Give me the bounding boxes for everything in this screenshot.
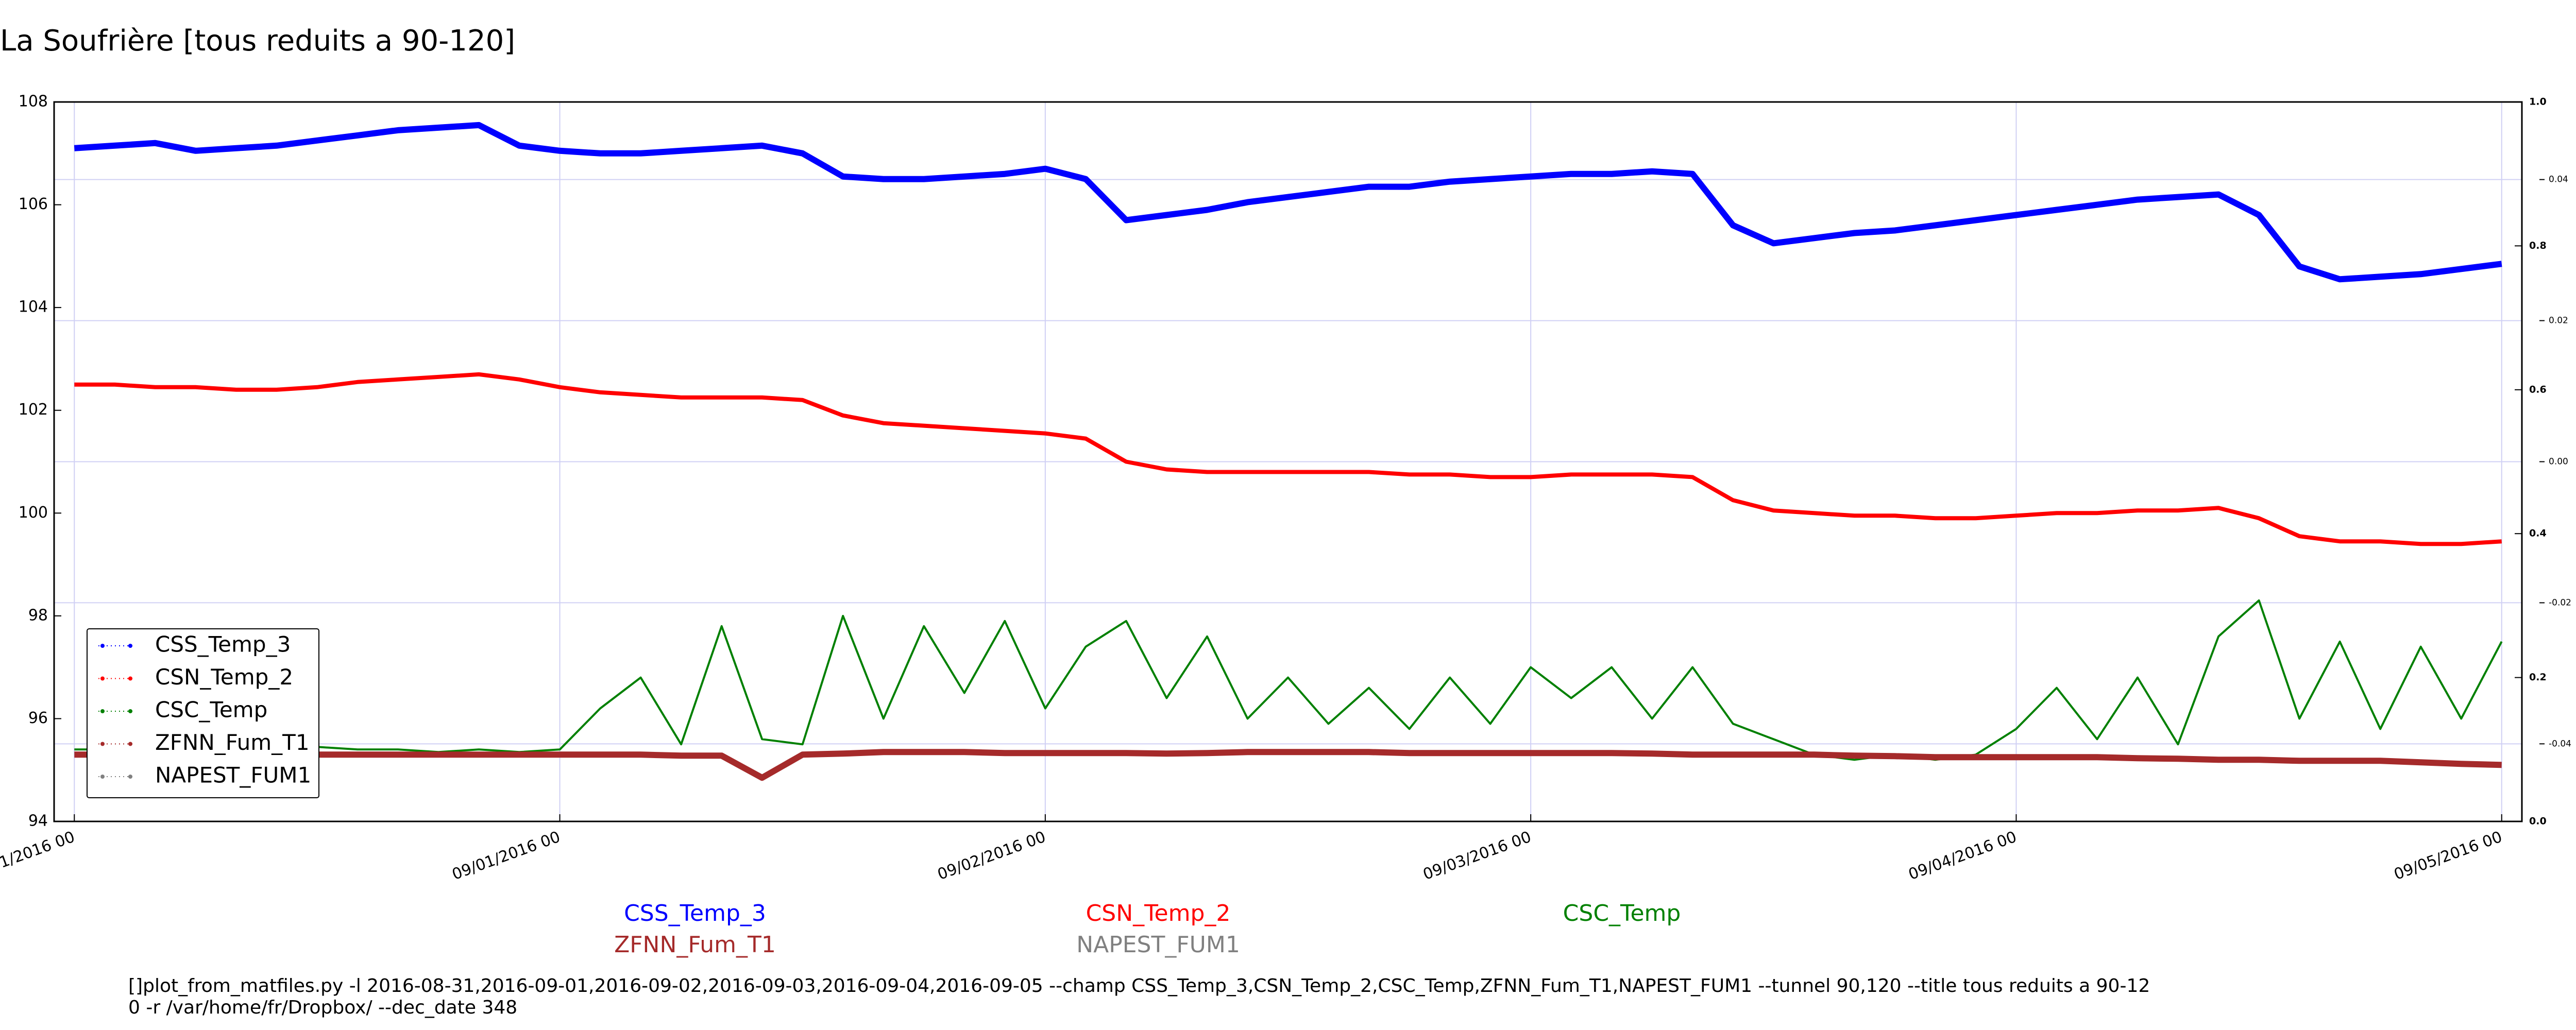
y3-tick-label: -0.04 <box>2549 739 2571 749</box>
y2-tick-label: 0.6 <box>2529 384 2547 395</box>
series-line <box>74 372 2502 546</box>
y-tick-label: 94 <box>28 812 48 830</box>
command-line: 0 -r /var/home/fr/Dropbox/ --dec_date 34… <box>128 997 517 1018</box>
series-name: NAPEST_FUM1 <box>1076 932 1240 958</box>
series-line <box>74 749 2502 781</box>
legend-marker <box>128 676 132 681</box>
y-tick-label: 100 <box>19 504 48 522</box>
legend-label: CSC_Temp <box>155 697 267 723</box>
chart-title: La Soufrière [tous reduits a 90-120] <box>0 24 515 58</box>
series-name: CSS_Temp_3 <box>624 900 766 926</box>
y3-tick-label: 0.02 <box>2549 316 2568 326</box>
legend-label: CSS_Temp_3 <box>155 632 291 657</box>
legend-marker <box>128 742 132 746</box>
y2-tick-label: 0.0 <box>2529 816 2547 827</box>
legend-marker <box>128 709 132 713</box>
y3-tick-label: -0.02 <box>2549 597 2571 608</box>
legend-label: NAPEST_FUM1 <box>155 763 311 788</box>
y-tick-label: 106 <box>19 195 48 213</box>
legend-marker <box>100 676 105 681</box>
series-line <box>74 122 2502 283</box>
legend-marker <box>100 742 105 746</box>
y2-tick-label: 0.4 <box>2529 528 2547 539</box>
y2-tick-label: 0.2 <box>2529 672 2547 683</box>
series-name: ZFNN_Fum_T1 <box>614 932 776 958</box>
legend-box <box>87 628 319 798</box>
command-line: []plot_from_matfiles.py -l 2016-08-31,20… <box>128 975 2150 997</box>
series-name: CSC_Temp <box>1563 900 1681 926</box>
plot-frame <box>53 101 2523 822</box>
legend-marker <box>100 775 105 779</box>
y3-tick-label: 0.04 <box>2549 175 2568 185</box>
y-tick-label: 102 <box>19 401 48 419</box>
legend-label: ZFNN_Fum_T1 <box>155 730 310 755</box>
y3-tick-label: 0.00 <box>2549 457 2568 467</box>
legend-marker <box>128 644 132 648</box>
legend-label: CSN_Temp_2 <box>155 664 293 690</box>
series-line <box>74 599 2503 761</box>
y-tick-label: 98 <box>28 606 48 624</box>
series-name: CSN_Temp_2 <box>1086 900 1231 926</box>
y-tick-label: 96 <box>28 709 48 727</box>
legend-marker <box>100 644 105 648</box>
y2-tick-label: 0.8 <box>2529 240 2547 251</box>
y-tick-label: 108 <box>19 93 48 111</box>
legend-marker <box>100 709 105 713</box>
y-tick-label: 104 <box>19 298 48 316</box>
y2-tick-label: 1.0 <box>2529 96 2547 108</box>
legend-marker <box>128 775 132 779</box>
